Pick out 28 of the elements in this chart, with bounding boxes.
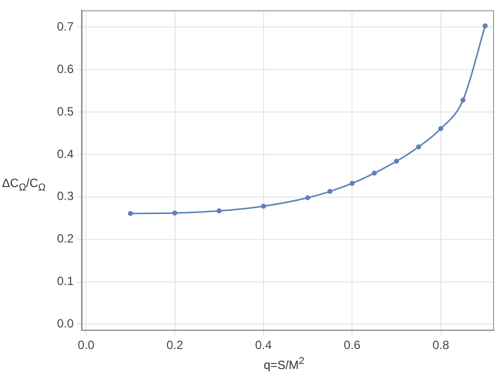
y-tick-label: 0.0	[56, 316, 74, 331]
x-axis-title: q=S/M$^{2}$	[262, 356, 306, 372]
point	[172, 210, 178, 216]
point	[482, 23, 488, 28]
y-tick-label: 0.3	[56, 189, 74, 204]
point	[260, 204, 266, 209]
point	[216, 208, 222, 214]
point	[305, 195, 310, 200]
y-tick-label: 0.4	[56, 146, 74, 161]
point	[128, 210, 133, 216]
x-tick-label: 0.2	[166, 338, 184, 352]
point	[327, 188, 332, 194]
point	[416, 144, 422, 150]
point	[394, 158, 399, 164]
y-tick-label: 0.1	[56, 274, 74, 288]
y-axis-title: ΔC$_{Ω}$/C$_{Ω}$	[2, 176, 46, 194]
point	[372, 170, 377, 176]
y-tick-label: 0.2	[56, 232, 74, 246]
x-tick-label: 0.6	[344, 338, 361, 352]
x-tick-label: 0.8	[432, 338, 450, 352]
y-tick-label: 0.6	[56, 62, 74, 76]
point	[438, 126, 444, 132]
x-tick-label: 0.0	[78, 338, 95, 352]
point	[460, 98, 466, 103]
point	[350, 180, 355, 186]
x-tick-label: 0.4	[255, 338, 272, 352]
y-tick-label: 0.7	[56, 19, 74, 34]
y-tick-label: 0.5	[56, 104, 74, 118]
